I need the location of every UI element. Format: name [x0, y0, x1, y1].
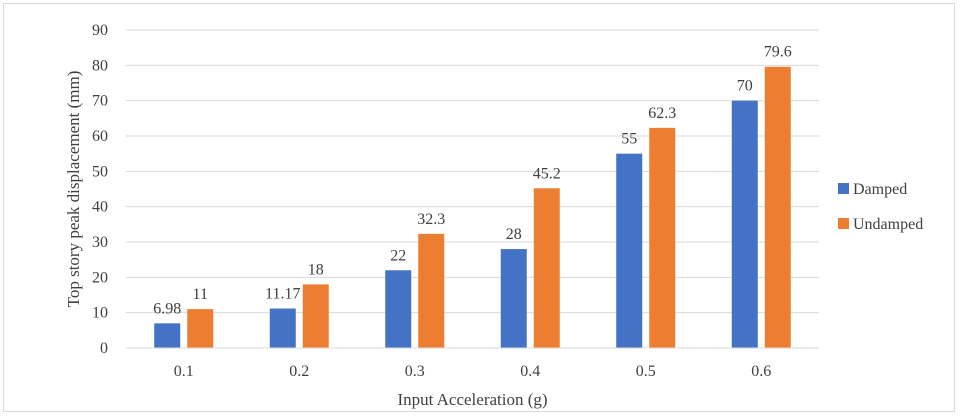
bar-undamped — [764, 66, 791, 348]
data-label-damped: 28 — [506, 226, 522, 243]
bar-undamped — [187, 309, 214, 348]
bar-undamped — [302, 284, 329, 348]
legend-swatch-damped — [838, 183, 849, 194]
bar-damped — [731, 100, 758, 349]
data-label-damped: 55 — [621, 131, 637, 148]
bar-damped — [500, 249, 527, 348]
bar-damped — [154, 323, 181, 348]
x-tick-label: 0.4 — [520, 363, 540, 380]
data-label-damped: 6.98 — [153, 300, 181, 317]
y-axis-title: Top story peak displacement (mm) — [64, 71, 83, 308]
y-tick-label: 60 — [92, 128, 108, 145]
bars — [154, 66, 791, 349]
bar-undamped — [533, 188, 560, 348]
data-label-damped: 11.17 — [265, 286, 300, 303]
data-labels: 6.98 11 11.17 18 22 32.3 28 45.2 55 62.3 70 79.6 — [153, 44, 792, 318]
y-tick-label: 40 — [92, 199, 108, 216]
x-tick-label: 0.6 — [751, 363, 771, 380]
x-axis-title: Input Acceleration (g) — [397, 390, 547, 409]
x-tick-label: 0.1 — [174, 363, 194, 380]
bar-damped — [385, 270, 412, 348]
legend-swatch-undamped — [838, 218, 849, 229]
y-tick-label: 90 — [92, 22, 108, 39]
data-label-damped: 22 — [390, 247, 406, 264]
bar-undamped — [649, 127, 676, 348]
y-tick-label: 10 — [92, 305, 108, 322]
data-label-undamped: 45.2 — [533, 165, 561, 182]
gridlines — [126, 29, 819, 314]
x-tick-label: 0.2 — [289, 363, 309, 380]
data-label-undamped: 11 — [193, 286, 208, 303]
x-tick-label: 0.3 — [405, 363, 425, 380]
y-tick-label: 30 — [92, 234, 108, 251]
y-tick-label: 0 — [100, 340, 108, 357]
data-label-damped: 70 — [737, 78, 753, 95]
data-label-undamped: 18 — [308, 261, 324, 278]
y-axis-ticks: 0 10 20 30 40 50 60 70 80 90 — [92, 22, 108, 357]
legend-label-undamped: Undamped — [853, 216, 923, 233]
x-tick-label: 0.5 — [636, 363, 656, 380]
x-axis-ticks: 0.1 0.2 0.3 0.4 0.5 0.6 — [174, 363, 772, 380]
bar-damped — [616, 153, 643, 348]
y-tick-label: 20 — [92, 269, 108, 286]
data-label-undamped: 32.3 — [417, 211, 445, 228]
data-label-undamped: 79.6 — [764, 44, 792, 61]
y-tick-label: 70 — [92, 93, 108, 110]
y-tick-label: 50 — [92, 163, 108, 180]
bar-damped — [269, 308, 296, 348]
data-label-undamped: 62.3 — [648, 105, 676, 122]
legend-label-damped: Damped — [853, 181, 907, 198]
legend: Damped Undamped — [838, 181, 923, 233]
y-tick-label: 80 — [92, 57, 108, 74]
bar-undamped — [418, 233, 445, 348]
